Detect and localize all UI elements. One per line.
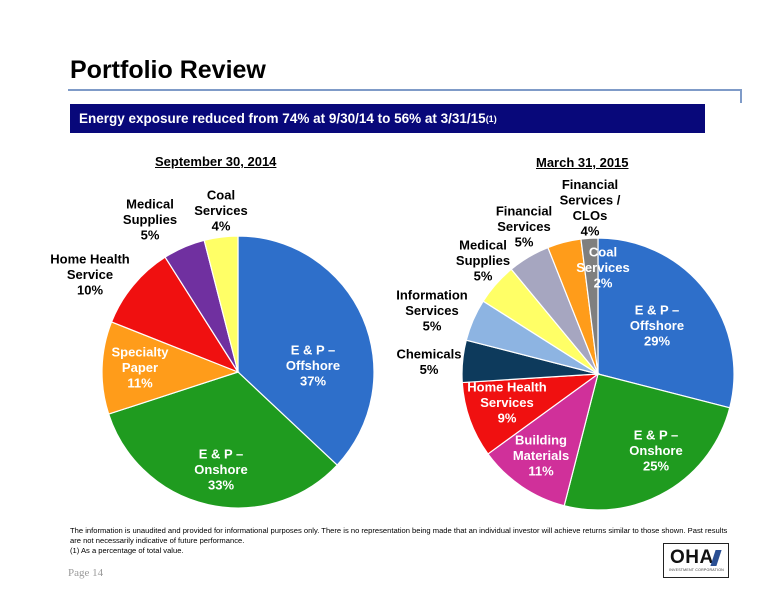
slice-label: E & P – Onshore 33% xyxy=(194,447,247,493)
slice-label-line: 5% xyxy=(141,228,160,243)
pie-slice xyxy=(101,321,240,415)
slice-label-line: Home Health xyxy=(50,252,130,267)
slice-label-line: 9% xyxy=(498,411,517,426)
slice-label: Home Health Service 10% xyxy=(50,252,130,298)
slice-label-line: 11% xyxy=(528,464,554,479)
slice-label-line: Chemicals xyxy=(396,346,461,361)
slice-label-line: Supplies xyxy=(123,212,177,227)
disclaimer-text: The information is unaudited and provide… xyxy=(70,526,728,545)
logo-subtitle: INVESTMENT CORPORATION xyxy=(669,568,724,572)
slice-label: Information Services 5% xyxy=(396,288,468,334)
slice-label-line: Services / xyxy=(560,192,621,207)
slice-label-line: Onshore xyxy=(194,462,247,477)
slice-label-line: 5% xyxy=(423,319,442,334)
slice-label-line: E & P – xyxy=(291,343,336,358)
slice-label-line: Services xyxy=(497,219,551,234)
slice-label-line: CLOs xyxy=(573,208,608,223)
slice-label: Coal Services 4% xyxy=(194,188,248,234)
slice-label-line: Coal xyxy=(589,245,617,260)
footnote: The information is unaudited and provide… xyxy=(70,526,740,556)
slice-label-line: Services xyxy=(480,395,534,410)
chart-title-mar-2015: March 31, 2015 xyxy=(536,155,629,170)
slice-label-line: 10% xyxy=(77,283,103,298)
pie-slice xyxy=(237,235,375,466)
slice-label-line: 4% xyxy=(581,223,600,238)
pie-slice xyxy=(203,235,239,373)
slice-label: Medical Supplies 5% xyxy=(123,197,177,243)
slice-label-line: 37% xyxy=(300,374,326,389)
page-number: Page 14 xyxy=(68,567,104,579)
slice-label-line: 5% xyxy=(420,362,439,377)
slice-label-line: Paper xyxy=(122,360,158,375)
slice-label: E & P – Offshore 37% xyxy=(286,343,340,389)
slice-label-line: Service xyxy=(67,267,113,282)
slice-label-line: 5% xyxy=(474,269,493,284)
slice-label-line: Building xyxy=(515,433,567,448)
slice-label-line: Medical xyxy=(126,197,174,212)
slice-label-line: 4% xyxy=(212,219,231,234)
slice-label-line: Financial xyxy=(496,204,552,219)
slice-label-line: 5% xyxy=(515,235,534,250)
slice-label-line: 2% xyxy=(594,276,613,291)
slice-label-line: Offshore xyxy=(630,318,684,333)
slice-label: Medical Supplies 5% xyxy=(456,238,510,284)
slice-label-line: Information xyxy=(396,288,468,303)
slice-label-line: 11% xyxy=(127,376,153,391)
slice-label-line: 33% xyxy=(208,478,234,493)
slice-label-line: Onshore xyxy=(629,443,682,458)
slice-label-line: Offshore xyxy=(286,358,340,373)
slice-label-line: 29% xyxy=(644,334,670,349)
pie-chart-0: E & P – Offshore 37%E & P – Onshore 33%Speci… xyxy=(50,188,375,509)
headline-banner: Energy exposure reduced from 74% at 9/30… xyxy=(70,104,705,133)
slice-label-line: Materials xyxy=(513,448,569,463)
slice-label: Coal Services 2% xyxy=(576,245,630,291)
slice-label: Building Materials 11% xyxy=(513,433,569,479)
slice-label-line: 25% xyxy=(643,459,669,474)
slice-label-line: E & P – xyxy=(634,428,679,443)
slice-label: Chemicals 5% xyxy=(396,346,461,377)
slice-label-line: Specialty xyxy=(111,345,169,360)
pie-slice xyxy=(110,256,240,374)
pie-slice xyxy=(580,237,599,375)
slice-label-line: Services xyxy=(194,203,248,218)
slice-label: E & P – Offshore 29% xyxy=(630,303,684,349)
slice-label-line: E & P – xyxy=(199,447,244,462)
slice-label: Home Health Services 9% xyxy=(467,380,547,426)
slice-label-line: Financial xyxy=(562,177,618,192)
title-divider xyxy=(68,89,742,91)
footnote-1: (1) As a percentage of total value. xyxy=(70,546,184,555)
slice-label-line: E & P – xyxy=(635,303,680,318)
slice-label: Specialty Paper 11% xyxy=(111,345,169,391)
slice-label-line: Supplies xyxy=(456,253,510,268)
page-title: Portfolio Review xyxy=(70,56,266,84)
slice-label-line: Services xyxy=(576,260,630,275)
banner-text: Energy exposure reduced from 74% at 9/30… xyxy=(79,111,486,126)
pie-slice xyxy=(597,237,735,409)
slice-label: Financial Services 5% xyxy=(496,204,552,250)
title-divider-tick xyxy=(740,89,742,103)
slice-label-line: Medical xyxy=(459,238,507,253)
slice-label-line: Coal xyxy=(207,188,235,203)
slice-label: E & P – Onshore 25% xyxy=(629,428,682,474)
logo-mark: OHA xyxy=(670,547,714,568)
chart-title-sep-2014: September 30, 2014 xyxy=(155,154,277,169)
slice-label-line: Services xyxy=(405,303,459,318)
pie-chart-1: E & P – Offshore 29%E & P – Onshore 25%Build… xyxy=(396,177,735,511)
banner-footnote-ref: (1) xyxy=(485,113,497,124)
slice-label: Financial Services / CLOs 4% xyxy=(560,177,621,239)
company-logo: OHA INVESTMENT CORPORATION xyxy=(663,543,729,578)
pie-slice xyxy=(107,371,338,509)
slice-label-line: Home Health xyxy=(467,380,547,395)
pie-slice xyxy=(563,373,731,511)
pie-slice xyxy=(487,372,599,507)
